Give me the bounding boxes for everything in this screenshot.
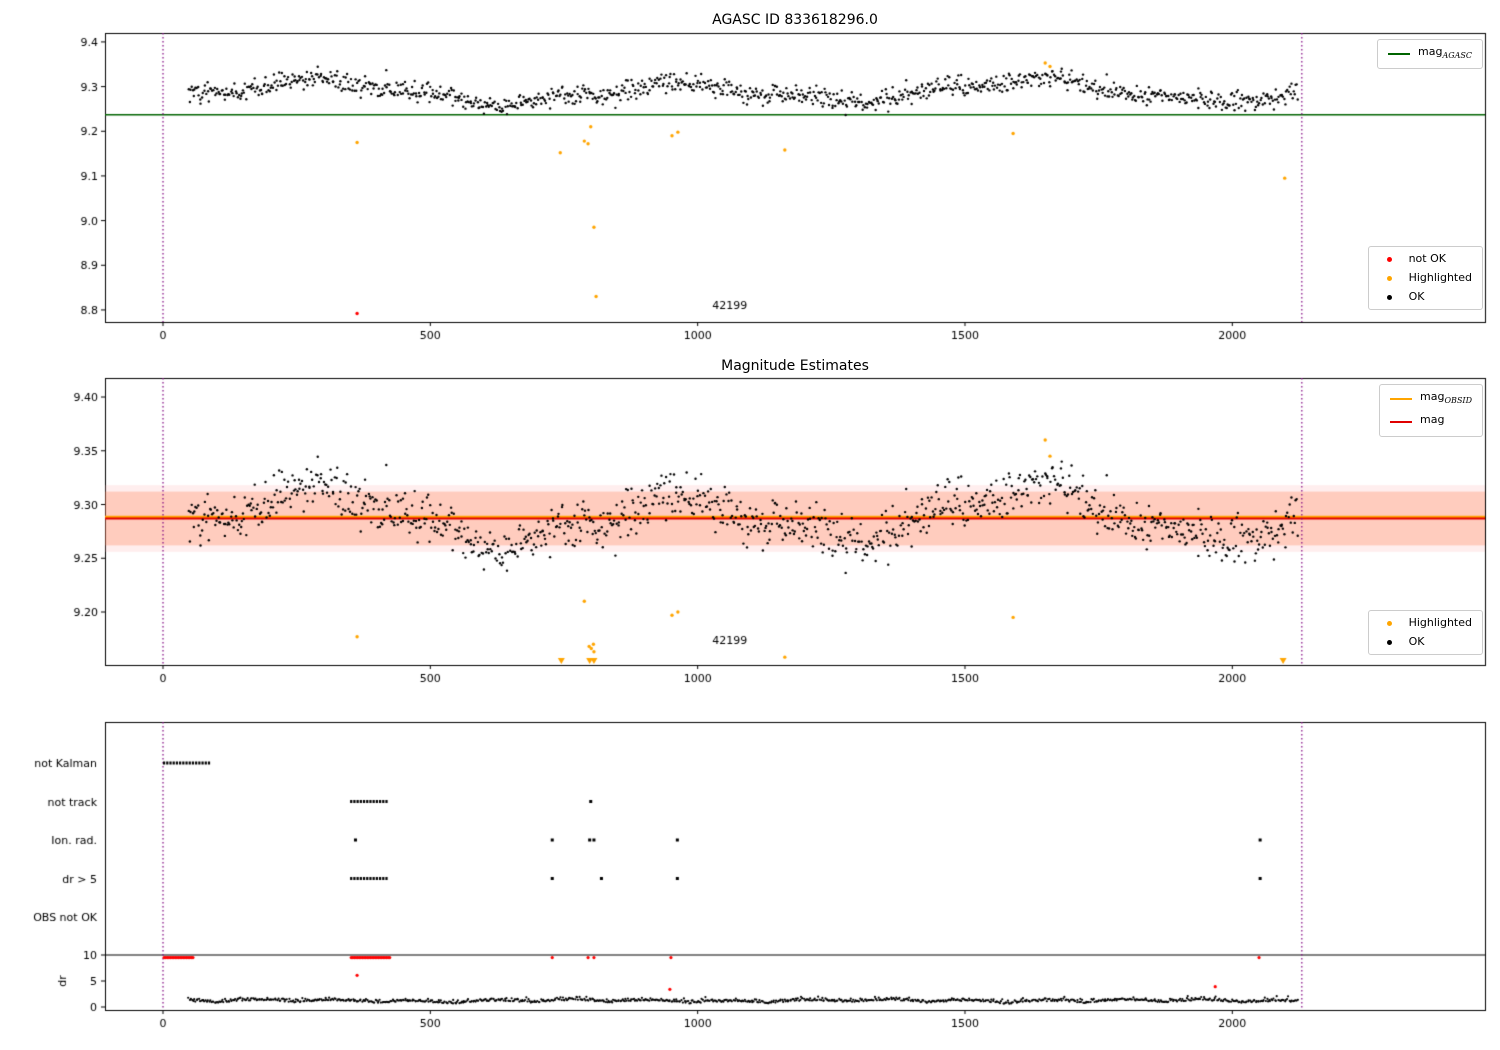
legend-item-highlighted: Highlighted (1379, 271, 1472, 285)
legend-mid-markers: Highlighted OK (1367, 610, 1483, 655)
black-dot-swatch-icon (1386, 639, 1392, 645)
legend-item-not-ok: not OK (1379, 252, 1472, 266)
legend-mag-agasc: magAGASC (1377, 39, 1483, 70)
legend-item-ok: OK (1379, 635, 1472, 649)
black-dot-swatch-icon (1386, 294, 1392, 300)
orange-dot-swatch-icon (1386, 620, 1392, 626)
legend-mid-lines: magOBSID mag (1379, 384, 1483, 438)
legend-label: OK (1408, 635, 1425, 648)
legend-top-markers: not OK Highlighted OK (1367, 246, 1483, 310)
legend-item-mag-obsid: magOBSID (1390, 390, 1472, 408)
orange-dot-swatch-icon (1386, 275, 1392, 281)
legend-item-highlighted: Highlighted (1379, 616, 1472, 630)
legend-label: not OK (1408, 252, 1446, 265)
legend-label: Highlighted (1408, 271, 1472, 284)
middle-plot-title: Magnitude Estimates (721, 358, 869, 374)
red-dot-swatch-icon (1386, 256, 1392, 262)
legend-label: magOBSID (1420, 390, 1472, 406)
legend-label: mag (1420, 413, 1445, 427)
top-plot-title: AGASC ID 833618296.0 (712, 12, 878, 28)
legend-label: OK (1408, 290, 1425, 303)
legend-item-ok: OK (1379, 290, 1472, 304)
legend-item-mag: mag (1390, 413, 1472, 431)
legend-label: magAGASC (1418, 45, 1472, 61)
green-line-swatch-icon (1388, 53, 1410, 56)
red-line-swatch-icon (1390, 421, 1413, 424)
orange-line-swatch-icon (1390, 398, 1413, 401)
legend-item-mag-agasc: magAGASC (1388, 45, 1472, 63)
legend-label: Highlighted (1408, 616, 1472, 629)
